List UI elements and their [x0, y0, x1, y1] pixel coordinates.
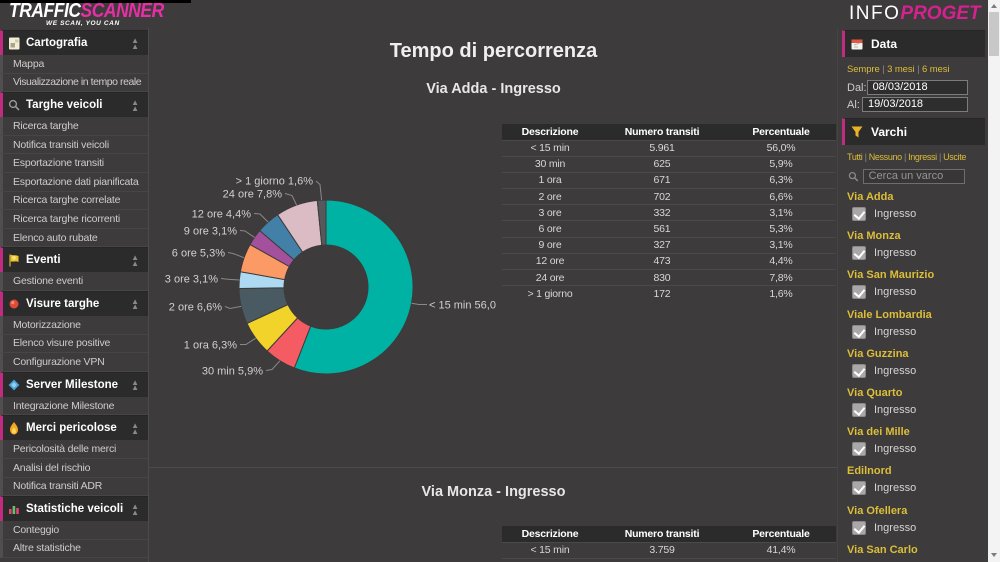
svg-text:< 15 min 56,0: < 15 min 56,0	[429, 300, 496, 312]
svg-text:3 ore 3,1%: 3 ore 3,1%	[165, 274, 218, 286]
svg-text:> 1 giorno 1,6%: > 1 giorno 1,6%	[236, 176, 314, 188]
svg-text:24 ore 7,8%: 24 ore 7,8%	[223, 189, 283, 201]
svg-text:6 ore 5,3%: 6 ore 5,3%	[172, 248, 225, 260]
svg-text:12 ore 4,4%: 12 ore 4,4%	[192, 209, 252, 221]
svg-text:30 min 5,9%: 30 min 5,9%	[202, 366, 263, 378]
svg-text:9 ore 3,1%: 9 ore 3,1%	[184, 226, 237, 238]
svg-text:1 ora 6,3%: 1 ora 6,3%	[184, 340, 237, 352]
svg-text:2 ore 6,6%: 2 ore 6,6%	[169, 302, 222, 314]
